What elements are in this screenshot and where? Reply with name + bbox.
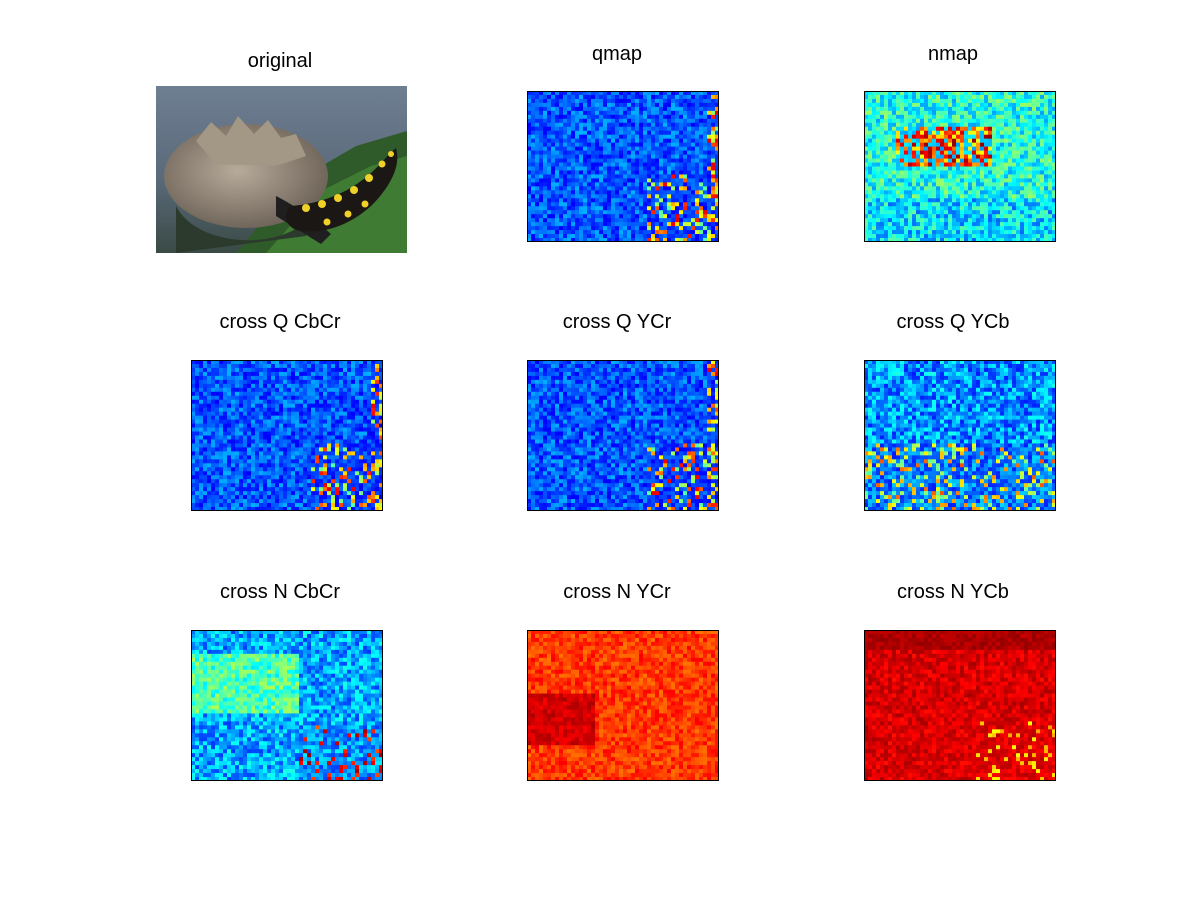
panel-title-qmap: qmap bbox=[591, 43, 643, 65]
panel-title-cross-n-cbcr: cross N CbCr bbox=[219, 581, 340, 603]
cross-q-cbcr-image bbox=[191, 360, 383, 511]
cross-q-ycr-image bbox=[527, 360, 719, 511]
qmap-image bbox=[527, 91, 719, 242]
cross-n-ycr-image bbox=[527, 630, 719, 781]
panel-title-cross-q-cbcr: cross Q CbCr bbox=[219, 311, 341, 333]
heatmap-cross-n-ycr bbox=[527, 630, 719, 781]
cross-n-ycb-image bbox=[864, 630, 1056, 781]
heatmap-nmap bbox=[864, 91, 1056, 242]
panel-title-cross-q-ycb: cross Q YCb bbox=[896, 311, 1010, 333]
original-photo bbox=[156, 86, 407, 253]
cross-q-ycb-image bbox=[864, 360, 1056, 511]
nmap-image bbox=[864, 91, 1056, 242]
heatmap-cross-n-cbcr bbox=[191, 630, 383, 781]
heatmap-cross-q-ycr bbox=[527, 360, 719, 511]
heatmap-cross-q-ycb bbox=[864, 360, 1056, 511]
cross-n-cbcr-image bbox=[191, 630, 383, 781]
panel-title-cross-n-ycr: cross N YCr bbox=[563, 581, 671, 603]
panel-title-original: original bbox=[247, 50, 313, 72]
heatmap-cross-q-cbcr bbox=[191, 360, 383, 511]
panel-title-nmap: nmap bbox=[927, 43, 979, 65]
panel-title-cross-q-ycr: cross Q YCr bbox=[562, 311, 672, 333]
heatmap-cross-n-ycb bbox=[864, 630, 1056, 781]
panel-title-cross-n-ycb: cross N YCb bbox=[897, 581, 1009, 603]
heatmap-qmap bbox=[527, 91, 719, 242]
